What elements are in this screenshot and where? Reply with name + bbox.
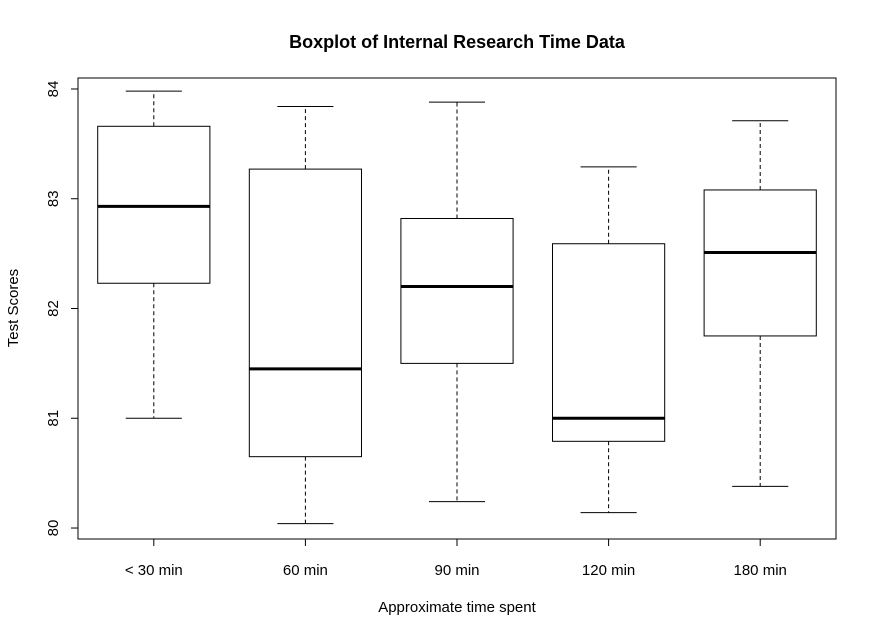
box: [248, 168, 362, 458]
x-axis: < 30 min 60 min 90 min 120 min 180 min: [125, 539, 787, 579]
x-tick-label: 90 min: [434, 562, 479, 579]
x-tick-label: 120 min: [582, 562, 635, 579]
box: [97, 125, 211, 284]
y-tick-label: 80: [45, 520, 62, 537]
y-tick-label: 84: [45, 81, 62, 98]
y-tick-label: 83: [45, 190, 62, 207]
boxes: [97, 90, 817, 525]
y-axis-label: Test Scores: [5, 269, 22, 347]
box-group: [248, 106, 362, 525]
box-group: [703, 120, 817, 487]
x-axis-label: Approximate time spent: [378, 599, 536, 616]
x-tick-label: 60 min: [283, 562, 328, 579]
box: [703, 189, 817, 337]
box-group: [97, 90, 211, 419]
x-tick-label: < 30 min: [125, 562, 183, 579]
y-tick-label: 81: [45, 410, 62, 427]
box-group: [552, 166, 666, 514]
box-group: [400, 101, 514, 503]
y-axis: 80 81 82 83 84: [45, 81, 78, 537]
box: [400, 217, 514, 364]
x-tick-label: 180 min: [734, 562, 787, 579]
chart-title: Boxplot of Internal Research Time Data: [289, 32, 626, 52]
y-tick-label: 82: [45, 300, 62, 317]
box: [552, 243, 666, 442]
